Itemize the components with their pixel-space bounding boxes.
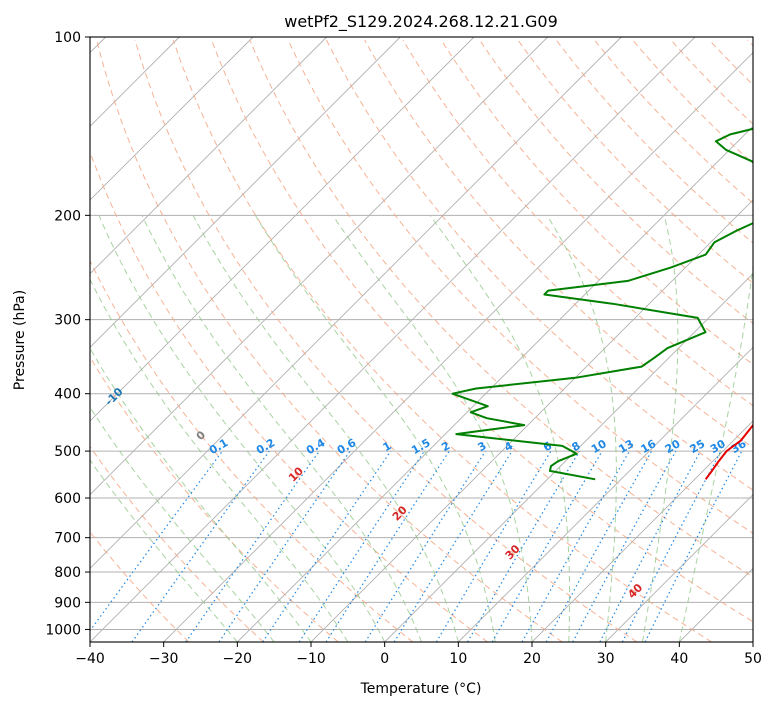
plot-background [90,37,753,642]
x-tick-label: −40 [75,651,105,667]
y-tick-label: 100 [54,30,81,46]
mixing-ratio-line [599,450,702,642]
dry-adiabat-line [440,39,753,366]
moist-adiabat-line [90,406,275,642]
isotherm-line [531,420,753,642]
dry-adiabat-line [90,445,264,642]
x-tick-label: 30 [597,651,615,667]
moist-adiabat-line [90,459,238,642]
mixing-ratio-line [218,450,351,642]
x-tick-label: −20 [223,651,253,667]
isotherm-line [90,37,475,422]
moist-adiabat-line [90,347,312,642]
dry-adiabat-line [555,39,753,244]
y-tick-label: 800 [54,565,81,581]
mixing-ratio-line [393,450,513,642]
plot-frame [89,36,754,643]
x-tick-label: 40 [670,651,688,667]
isotherm-line [163,52,753,642]
background-lines [90,37,753,642]
moist-adiabat-line [678,263,753,642]
x-tick-label: 10 [449,651,467,667]
x-tick-label: 50 [744,651,762,667]
moist-adiabat-line [141,215,422,642]
moist-adiabat-line [332,215,533,642]
y-axis-label: Pressure (hPa) [12,290,28,390]
y-tick-label: 700 [54,531,81,547]
moist-adiabat-line [98,215,386,642]
dry-adiabat-line [211,39,753,623]
dry-adiabat-line [364,39,753,449]
dry-adiabat-line [594,39,753,204]
isotherm-line [458,346,753,642]
dewpoint-line [451,127,753,481]
y-tick-label: 900 [54,595,81,611]
mixing-ratio-line [435,450,552,642]
mixing-ratio-line [364,450,486,642]
y-tick-label: 1000 [45,622,81,638]
isotherm-line [752,641,753,642]
sounding-series [451,127,753,481]
dry-adiabat-line [172,39,712,642]
y-tick-label: 300 [54,313,81,329]
mixing-ratio-line [298,450,425,642]
temperature-line [704,423,753,480]
mixing-ratio-line [572,450,677,642]
mixing-ratio-line [262,450,392,642]
moist-adiabat-line [429,215,571,642]
isotherm-line [90,37,622,569]
y-tick-label: 500 [54,444,81,460]
dry-adiabat-line [134,39,638,642]
y-axis: 100 200 300 400 500 600 700 800 900 1000 [45,30,90,638]
x-axis-label: Temperature (°C) [360,681,482,697]
dry-adiabat-line [325,39,753,491]
dry-adiabat-line [249,39,753,578]
moist-adiabat-line [546,215,617,642]
y-tick-label: 200 [54,208,81,224]
isotherm-line [237,125,753,642]
moist-adiabat-line [90,278,349,642]
moist-adiabat-line [192,215,459,642]
isotherm-line [90,37,327,275]
x-axis: −40 −30 −20 −10 0 10 20 30 40 50 [75,642,762,667]
dry-adiabat-line [479,39,753,325]
dry-adiabat-line [96,39,563,642]
mixing-ratio-line [325,450,450,642]
y-tick-label: 400 [54,387,81,403]
dry-adiabat-line [90,531,190,642]
isotherm-line [90,37,401,348]
x-tick-label: 20 [523,651,541,667]
isotherm-line [605,494,753,642]
x-tick-label: −30 [149,651,179,667]
mixing-ratio-line [466,450,580,642]
isotherm-line [90,37,548,496]
x-tick-label: 0 [380,651,389,667]
y-tick-label: 600 [54,491,81,507]
isotherm-line [90,37,254,201]
dry-adiabat-line [287,39,753,534]
mixing-ratio-line [185,450,320,642]
x-tick-label: −10 [296,651,326,667]
chart-title: wetPf2_S129.2024.268.12.21.G09 [284,12,558,32]
dry-adiabat-line [90,259,414,642]
moist-adiabat-line [642,215,679,642]
